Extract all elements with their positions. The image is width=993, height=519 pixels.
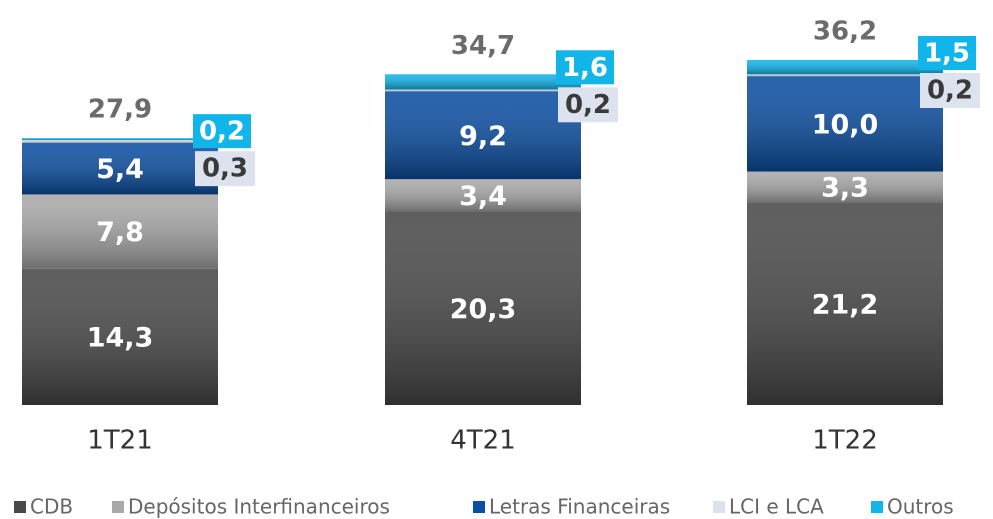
bar-segment: [22, 138, 218, 141]
outros-label: 1,6: [562, 53, 608, 83]
segment-label: 5,4: [96, 154, 144, 185]
bar-segment: [747, 60, 943, 75]
outros-label: 0,2: [199, 117, 245, 147]
segment-label: 10,0: [812, 109, 879, 140]
segment-label: 20,3: [450, 294, 517, 325]
bar-segment: [385, 74, 581, 90]
bar-segment: [385, 89, 581, 92]
legend-swatch: [713, 501, 725, 513]
label-box: [918, 36, 976, 70]
segment-label: 9,2: [459, 121, 507, 152]
bar-segment: [747, 74, 943, 77]
x-tick-label: 1T21: [87, 426, 153, 456]
label-box: [556, 50, 614, 85]
segment-label: 3,3: [821, 173, 869, 204]
label-box: [195, 151, 255, 187]
segment-label: 7,8: [96, 217, 144, 248]
lci-label: 0,2: [927, 76, 973, 106]
label-box: [558, 87, 618, 123]
bar-segment: [22, 140, 218, 143]
segment-label: 21,2: [812, 289, 879, 320]
legend-label: Depósitos Interfinanceiros: [128, 495, 390, 519]
total-label: 27,9: [88, 95, 152, 125]
legend-swatch: [473, 501, 485, 513]
label-box: [920, 73, 980, 108]
x-tick-label: 4T21: [450, 426, 516, 456]
legend-swatch: [871, 501, 883, 513]
segment-label: 3,4: [459, 181, 507, 212]
legend-label: Letras Financeiras: [489, 495, 670, 519]
label-box: [193, 114, 251, 149]
legend-label: Outros: [887, 495, 954, 519]
outros-label: 1,5: [924, 39, 970, 69]
legend-label: LCI e LCA: [729, 495, 824, 519]
total-label: 34,7: [451, 31, 515, 61]
segment-label: 14,3: [87, 322, 154, 353]
legend-label: CDB: [30, 495, 73, 519]
lci-label: 0,3: [202, 154, 248, 184]
legend-swatch: [14, 501, 26, 513]
legend-swatch: [112, 501, 124, 513]
total-label: 36,2: [813, 17, 877, 47]
x-tick-label: 1T22: [812, 426, 878, 456]
lci-label: 0,2: [565, 90, 611, 120]
